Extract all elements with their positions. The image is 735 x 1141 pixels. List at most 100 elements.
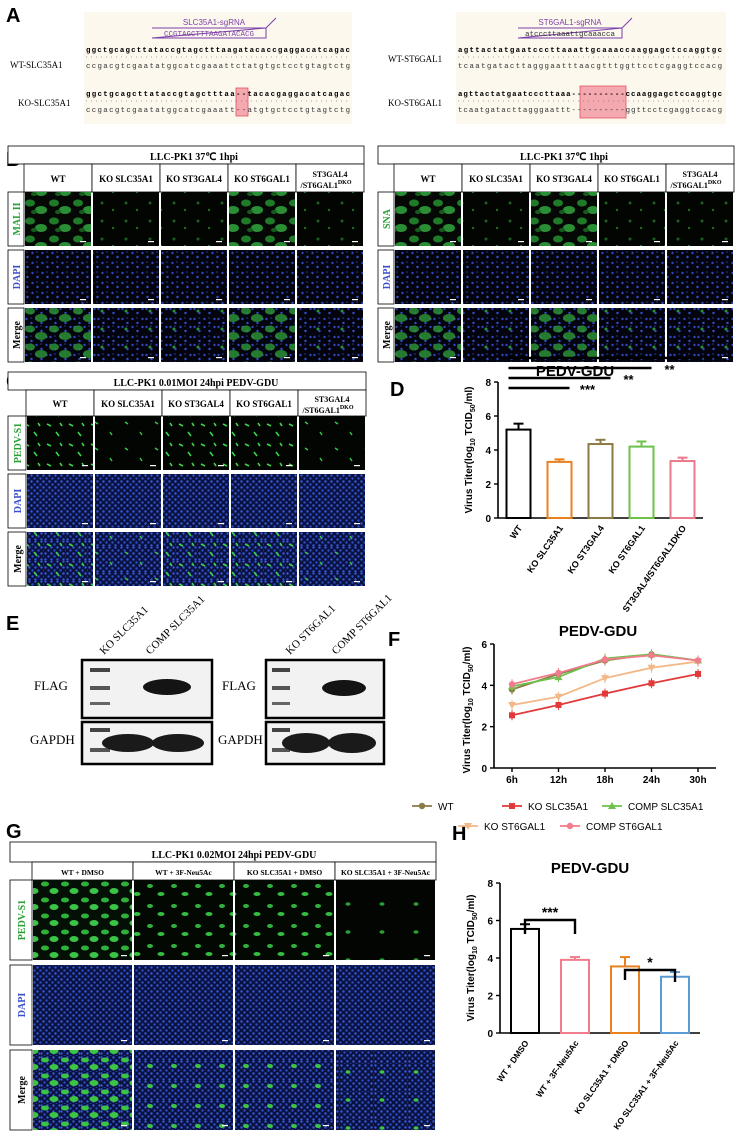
series-point	[695, 670, 701, 677]
scale-bar	[654, 241, 660, 243]
scale-bar	[121, 955, 127, 957]
sgrna-arrow	[517, 17, 633, 39]
x-tick-label: 6h	[506, 775, 518, 786]
column-header: KO ST6GAL1	[236, 399, 292, 409]
legend-label: WT	[438, 802, 454, 813]
series-point	[555, 701, 562, 708]
micrograph-tile	[231, 474, 297, 528]
scale-bar	[450, 357, 456, 359]
micrograph-tile	[95, 474, 161, 528]
panel-g-grid: LLC-PK1 0.02MOI 24hpi PEDV-GDU WT + DMSO W…	[9, 841, 437, 1131]
scale-bar	[121, 1040, 127, 1042]
panel-letter-e: E	[6, 613, 19, 635]
panel-b-right-grid: LLC-PK1 37℃ 1hpi WT KO SLC35A1 KO ST3GAL4 KO…	[377, 145, 735, 363]
column-header-line: ST3GAL4	[312, 170, 347, 179]
micrograph-tile	[163, 532, 229, 586]
row-label: PEDV-S1	[13, 423, 24, 463]
micrograph-tile	[463, 250, 529, 304]
row-label: DAPI	[12, 265, 23, 290]
y-axis-title-part: TCID	[462, 672, 473, 698]
x-tick-label: KO SLC35A1 + DMSO	[572, 1038, 631, 1116]
series-point	[509, 712, 515, 719]
scale-bar	[518, 299, 524, 301]
x-tick-label: WT + DMSO	[495, 1038, 531, 1084]
y-tick-label: 0	[481, 764, 487, 775]
sgrna-sequence: atcccttaaattgcaaacca	[525, 31, 616, 39]
sgrna-label: ST6GAL1-sgRNA	[538, 18, 602, 27]
micrograph-tile	[667, 308, 733, 362]
column-header-box	[461, 163, 531, 193]
blot-row-label-gapdh: GAPDH	[30, 732, 75, 747]
y-axis-title-part: Virus Titer(log	[462, 706, 473, 773]
micrograph-tile	[599, 308, 665, 362]
lane-label-comp-slc35a1: COMP SLC35A1	[144, 593, 208, 657]
row-label-box	[7, 415, 27, 471]
wt-top-strand: ggctgcagcttataccgtagctttaagatacaccgaggac…	[86, 47, 350, 55]
ladder-band	[90, 728, 110, 732]
micrograph-tile	[667, 192, 733, 246]
bar	[587, 443, 614, 519]
significance-stars: ***	[580, 382, 596, 397]
series-point	[508, 681, 516, 688]
micrograph-tile	[33, 965, 132, 1045]
legend-label: COMP SLC35A1	[628, 802, 704, 813]
column-header: KO ST6GAL1	[604, 174, 660, 184]
scale-bar	[323, 955, 329, 957]
grid-title: LLC-PK1 0.01MOI 24hpi PEDV-GDU	[114, 378, 279, 389]
panel-letter-h: H	[452, 823, 466, 845]
bar	[505, 428, 532, 520]
chart-title: PEDV-GDU	[551, 860, 629, 877]
blot-row-label-flag: FLAG	[34, 678, 68, 693]
column-header-box	[93, 389, 163, 417]
scale-bar	[450, 241, 456, 243]
y-axis-title-part: TCID	[464, 412, 475, 438]
column-header-line: /ST6GAL1	[669, 181, 707, 190]
grid-title: LLC-PK1 37℃ 1hpi	[150, 152, 238, 163]
scale-bar	[218, 523, 224, 525]
column-header-box	[597, 163, 667, 193]
sgrna-arrow	[151, 17, 277, 39]
bar	[560, 958, 590, 1034]
y-tick-label: 4	[481, 681, 487, 692]
micrograph-tile	[463, 308, 529, 362]
scale-bar	[150, 523, 156, 525]
y-tick-label: 4	[485, 446, 491, 457]
micrograph-tile	[297, 308, 363, 362]
scale-bar	[518, 241, 524, 243]
significance-stars: **	[623, 372, 634, 387]
y-tick-label: 6	[481, 640, 487, 651]
scale-bar	[286, 523, 292, 525]
scale-bar	[352, 241, 358, 243]
micrograph-tile	[299, 474, 365, 528]
panel-letter-a: A	[6, 5, 20, 27]
column-header: KO ST3GAL4	[166, 174, 222, 184]
column-header: KO SLC35A1	[101, 399, 155, 409]
panel-b-left-grid: LLC-PK1 37℃ 1hpi WT KO SLC35A1 KO ST3GAL4 KO…	[7, 145, 365, 363]
scale-bar	[80, 241, 86, 243]
ladder-band	[90, 668, 110, 672]
y-tick-label: 6	[487, 917, 493, 928]
row-label: Merge	[13, 545, 24, 573]
micrograph-tile	[297, 250, 363, 304]
scale-bar	[284, 299, 290, 301]
micrograph-tile	[161, 308, 227, 362]
series-point	[648, 652, 655, 659]
column-header-superscript: DKO	[340, 405, 354, 411]
panel-e-right-blot: KO ST6GAL1 COMP ST6GAL1 FLAG GAPDH	[218, 592, 395, 766]
scale-bar	[82, 465, 88, 467]
micrograph-tile	[93, 250, 159, 304]
x-tick-label: KO ST6GAL1	[607, 523, 648, 575]
significance-stars: **	[664, 362, 675, 377]
column-header: KO ST3GAL4	[168, 399, 224, 409]
scale-bar	[82, 581, 88, 583]
column-header-line: /ST6GAL1	[301, 406, 339, 415]
row-label: DAPI	[382, 265, 393, 290]
series-point	[601, 656, 609, 663]
significance-bracket	[523, 918, 577, 934]
column-header-line: ST3GAL4	[314, 395, 349, 404]
ladder-band	[90, 686, 110, 690]
micrograph-tile	[27, 532, 93, 586]
micrograph-tile	[235, 880, 334, 960]
deletion-highlight	[235, 87, 249, 117]
y-tick-label: 2	[485, 480, 491, 491]
